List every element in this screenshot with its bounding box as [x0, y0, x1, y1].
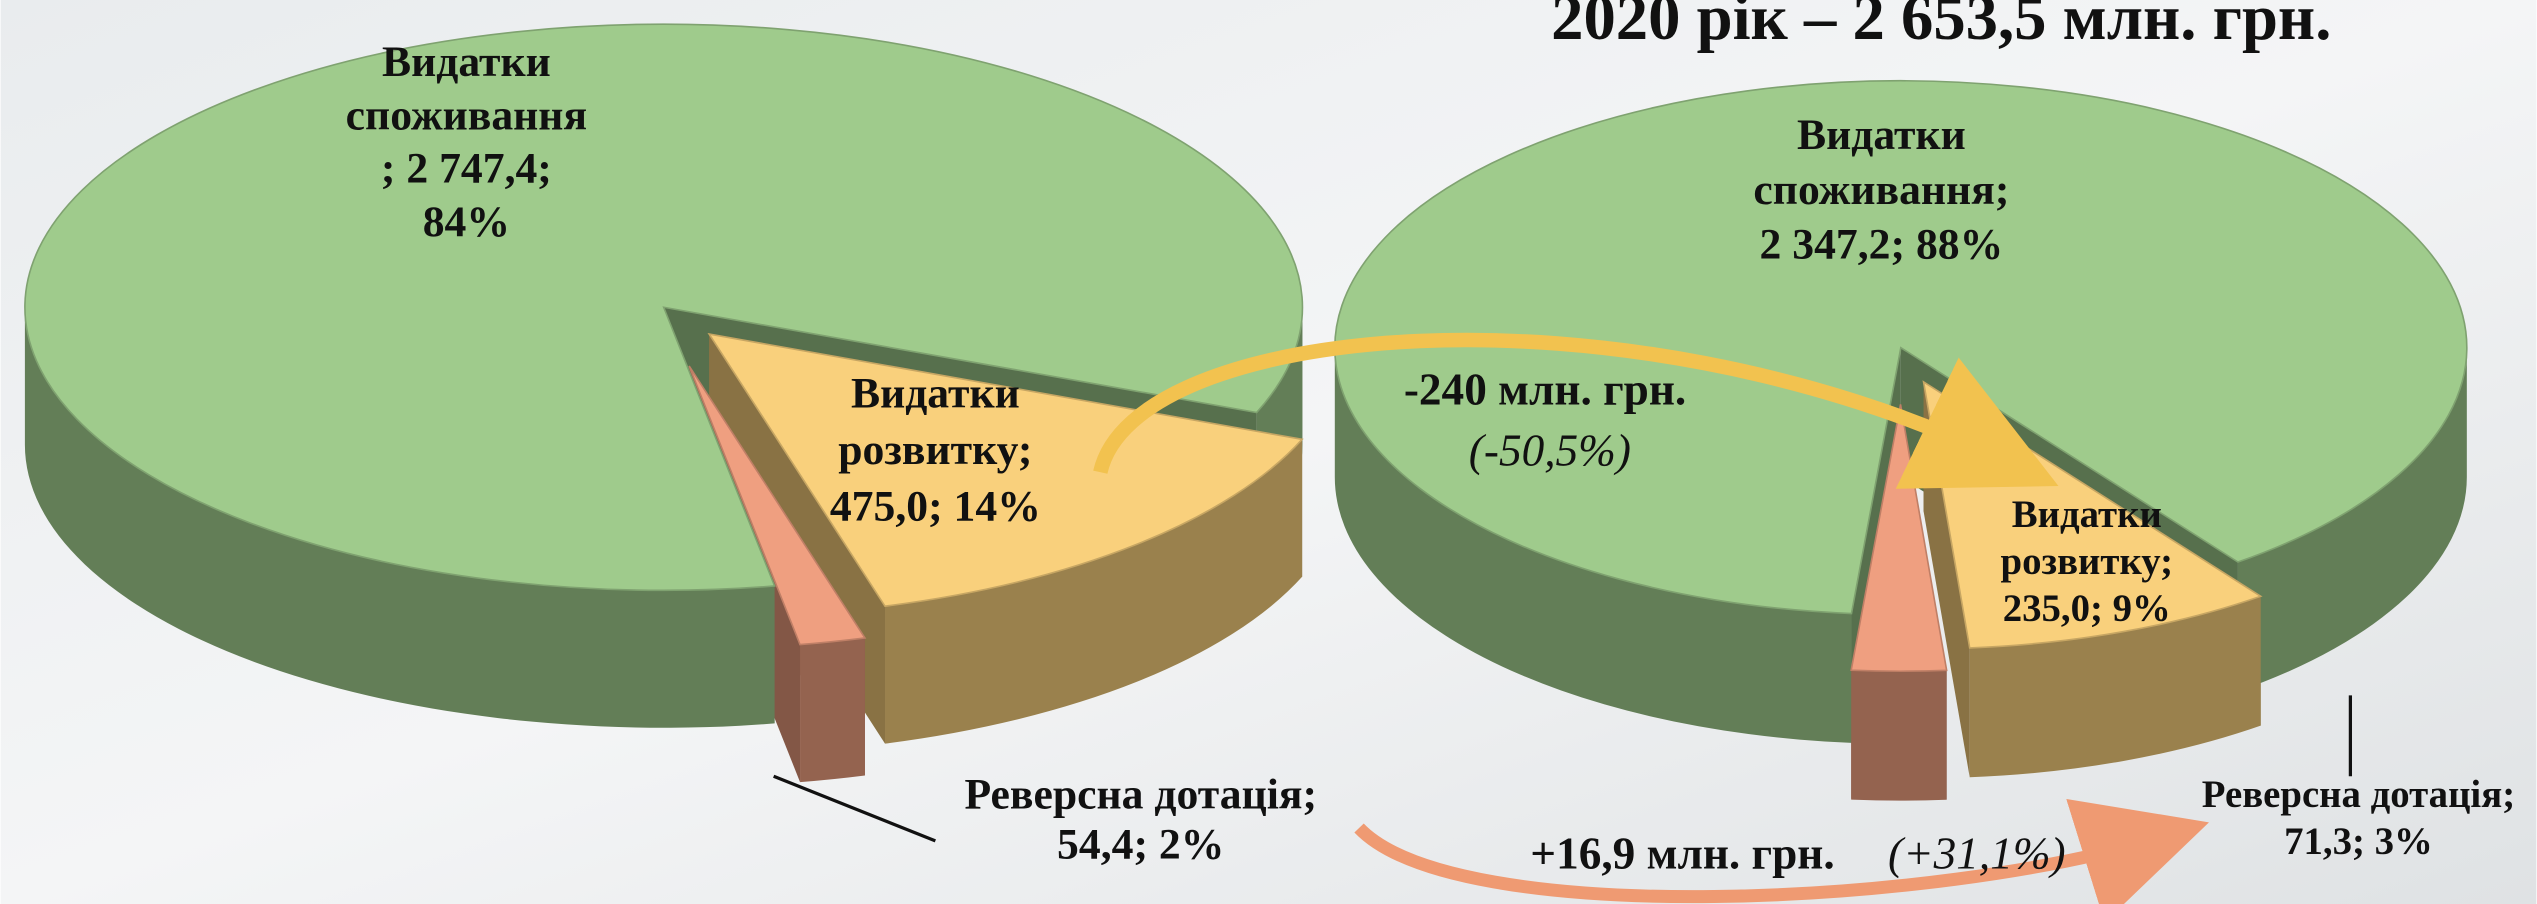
slice-side [1851, 670, 1947, 801]
data-label: Видатки [851, 370, 1020, 418]
slice [688, 365, 867, 646]
slice-side [1969, 596, 2261, 778]
slice-side [885, 439, 1303, 744]
annotation-note: (-50,5%) [1469, 426, 1631, 476]
data-label: споживання; [1753, 166, 2009, 214]
data-label: споживання [346, 91, 587, 139]
annotation: -240 млн. грн. [1404, 364, 1686, 414]
arrow-reverse [1354, 798, 2209, 904]
data-label: Реверсна дотація; [964, 771, 1317, 819]
data-label: Видатки [1797, 111, 1966, 159]
data-label: Видатки [382, 38, 551, 86]
data-label: Реверсна дотація; [2202, 773, 2515, 816]
annotation-note: (+31,1%) [1888, 828, 2066, 878]
data-label: 235,0; 9% [2003, 587, 2171, 630]
data-label: розвитку; [838, 426, 1032, 474]
data-label: Видатки [2012, 493, 2162, 536]
slice-side [24, 307, 775, 728]
data-label: 54,4; 2% [1057, 821, 1224, 869]
slice [24, 23, 1304, 592]
slice [707, 332, 1304, 608]
slice [1850, 404, 1948, 673]
arrow-development [1093, 332, 2059, 489]
data-label: 71,3; 3% [2284, 820, 2433, 863]
slice-side [800, 637, 865, 783]
leader-line [773, 774, 936, 843]
data-label: 84% [423, 198, 510, 246]
pie: Видатки споживання ; 2 747,4; 84% Видатки роз… [24, 23, 1317, 869]
data-label: розвитку; [2001, 540, 2174, 583]
slice-side [2237, 347, 2467, 692]
slice [1334, 80, 2468, 615]
data-label: 2 347,2; 88% [1760, 221, 2004, 269]
data-label: 475,0; 14% [830, 483, 1041, 531]
chart-title: 2020 рік – 2 653,5 млн. грн. [1551, 0, 2331, 53]
annotation: +16,9 млн. грн. [1530, 828, 1834, 878]
slice-side [1334, 347, 1852, 743]
data-label: ; 2 747,4; [381, 145, 552, 193]
